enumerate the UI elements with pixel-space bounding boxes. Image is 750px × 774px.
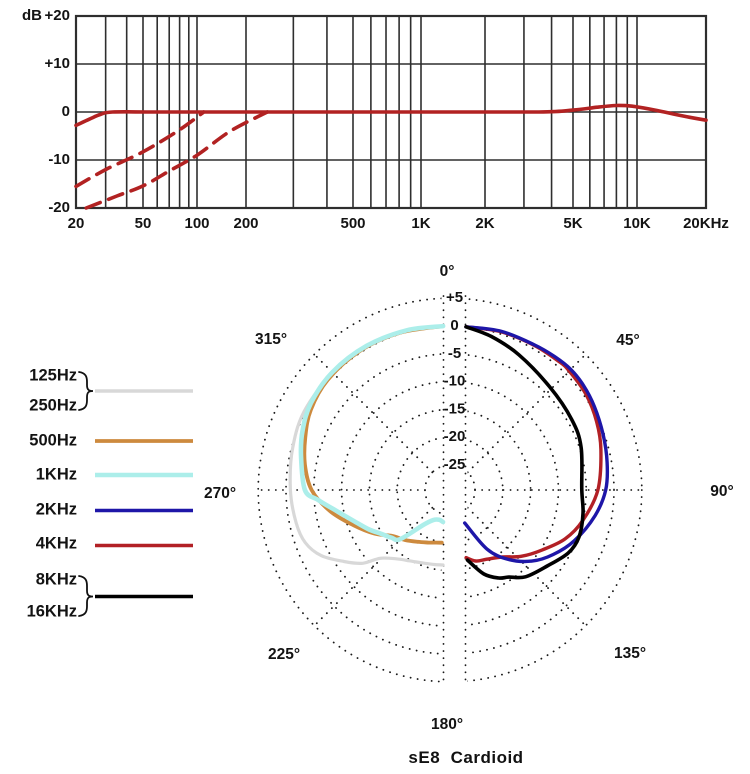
polar-curve-2KHz [463,325,610,564]
legend-row-125Hz-250Hz: 125Hz 250Hz [29,366,193,414]
x-tick-label: 100 [184,215,209,232]
legend-brace [78,371,94,411]
angle-label-225: 225° [268,646,300,663]
angle-label-270: 270° [204,485,236,502]
y-tick-label: -10 [48,151,70,168]
x-tick-label: 200 [233,215,258,232]
y-tick-label: 0 [62,103,70,120]
x-tick-label: 1K [411,215,430,232]
legend-row-8KHz-16KHz: 8KHz 16KHz [27,570,193,620]
polar-curve-500Hz [302,324,445,545]
x-tick-label: 20 [68,215,85,232]
polar-curve-8KHz-16KHz [464,325,585,580]
polar-chart-title: sE8 Cardioid [408,748,524,767]
plot-border [74,14,708,210]
polar-radial-labels: +5 0 -5 -10 -15 -20 -25 [444,289,466,473]
polar-ring-0 [285,325,615,655]
y-axis-unit-label: dB [22,7,42,24]
radial-tick-label: -10 [444,373,466,390]
y-tick-label: -20 [48,199,70,216]
legend-brace [78,575,94,617]
x-tick-label: 10K [623,215,651,232]
polar-legend: 125Hz 250Hz 500Hz 1KHz 2KHz 4KHz 8KHz 16KHz [27,366,193,620]
polar-ring--15 [368,408,532,572]
x-tick-label: 50 [135,215,152,232]
polar-curve-1KHz [298,323,446,543]
response-curve-lowcut-1 [74,110,206,189]
radial-tick-label: 0 [450,317,458,334]
legend-row-2KHz: 2KHz [36,500,193,518]
polar-axis-channel [441,292,468,694]
polar-pattern-chart: +5 0 -5 -10 -15 -20 -25 0° 45° 90° 135° 180° 225° 270… [204,263,734,733]
polar-angle-labels: 0° 45° 90° 135° 180° 225° 270° 315° [204,263,734,733]
legend-label: 125Hz [29,366,77,384]
angle-label-0: 0° [440,263,455,280]
angle-label-45: 45° [616,332,639,349]
legend-label: 250Hz [29,396,77,414]
radial-tick-label: -15 [444,400,466,417]
legend-label: 2KHz [36,500,77,518]
radial-tick-label: -25 [444,456,466,473]
response-curve-main [74,103,708,128]
legend-row-4KHz: 4KHz [36,534,193,552]
legend-label: 16KHz [27,602,77,620]
x-tick-label: 5K [563,215,582,232]
polar-ray-45 [466,353,587,474]
x-tick-label: 20KHz [683,215,729,232]
legend-row-500Hz: 500Hz [29,431,193,449]
response-curve-lowcut-2 [84,110,270,210]
y-tick-label: +10 [45,55,70,72]
polar-ray-225 [313,506,434,627]
legend-label: 8KHz [36,570,77,588]
angle-label-135: 135° [614,645,646,662]
y-tick-label: +20 [45,7,70,24]
polar-ray-135 [466,506,587,627]
polar-ray-315 [313,353,434,474]
x-tick-label: 2K [475,215,494,232]
radial-tick-label: -20 [444,428,466,445]
angle-label-315: 315° [255,331,287,348]
radial-tick-label: +5 [446,289,463,306]
radial-tick-label: -5 [448,345,461,362]
legend-label: 500Hz [29,431,77,449]
legend-label: 1KHz [36,465,77,483]
x-tick-label: 500 [340,215,365,232]
angle-label-90: 90° [710,483,733,500]
angle-label-180: 180° [431,716,463,733]
legend-label: 4KHz [36,534,77,552]
legend-row-1KHz: 1KHz [36,465,193,483]
polar-ring-+5 [257,297,643,683]
